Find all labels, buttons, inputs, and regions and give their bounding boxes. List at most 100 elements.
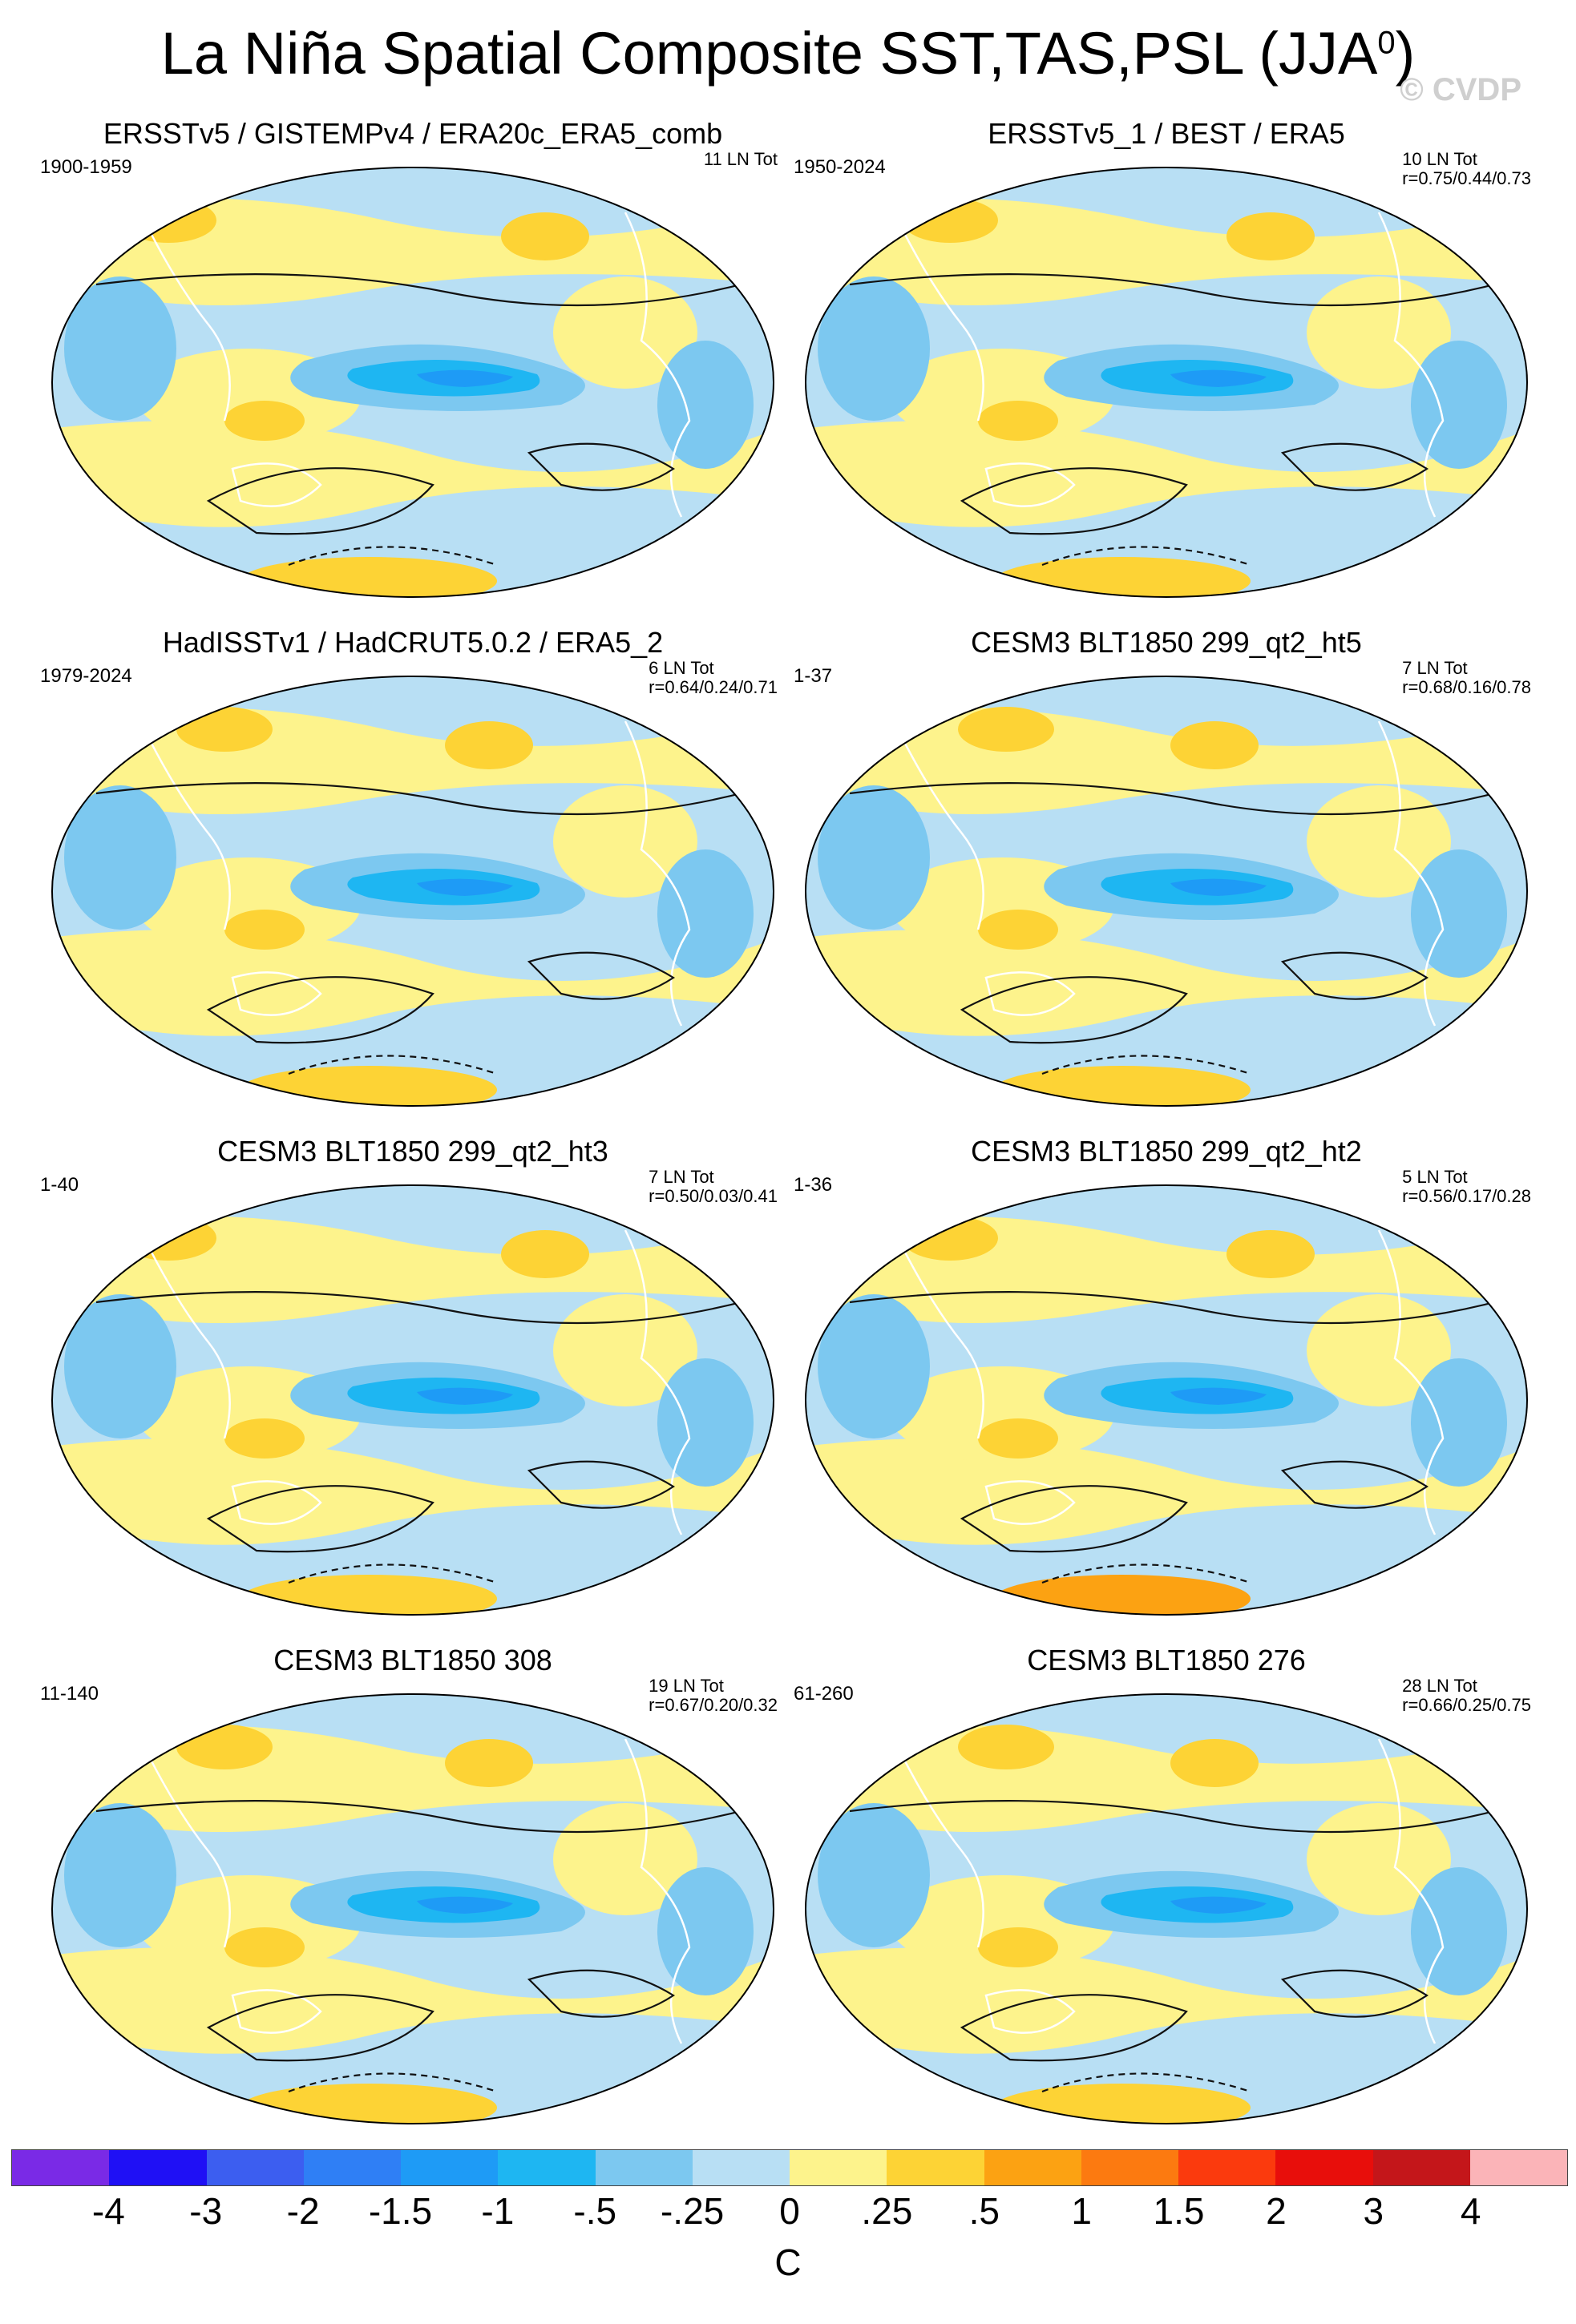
psl-contour <box>1280 1460 1429 1509</box>
panel-years: 1-37 <box>794 665 833 687</box>
panel-count: 7 LN Tot <box>1402 658 1468 678</box>
coastline-asia <box>143 728 231 930</box>
warm-anomaly <box>224 1418 305 1459</box>
warm-anomaly <box>176 707 273 752</box>
warm-anomaly <box>1170 1739 1259 1787</box>
warm-anomaly <box>224 1927 305 1967</box>
cold-patch <box>818 785 930 930</box>
map-panel: CESM3 BLT1850 276 61-260 28 LN Tot r=0.66… <box>794 1643 1539 2132</box>
cold-patch <box>1411 341 1507 469</box>
colorbar-tick-label: .5 <box>968 2190 1000 2232</box>
warm-anomaly <box>1226 1230 1315 1278</box>
psl-contour <box>527 951 676 1000</box>
map-svg <box>51 676 774 1107</box>
panel-stats: 7 LN Tot r=0.68/0.16/0.78 <box>1402 659 1531 697</box>
map-field <box>806 1185 1527 1615</box>
page-title: La Niña Spatial Composite SST,TAS,PSL (J… <box>160 20 1416 87</box>
psl-contour <box>849 273 1524 307</box>
coastline-australia <box>984 971 1076 1016</box>
cold-patch <box>64 785 176 930</box>
colorbar-swatch <box>692 2150 790 2185</box>
map-panel: ERSSTv5_1 / BEST / ERA5 1950-2024 10 LN … <box>794 116 1539 605</box>
panel-years: 1-40 <box>40 1174 79 1196</box>
panel-count: 6 LN Tot <box>649 658 714 678</box>
cold-patch <box>64 1803 176 1947</box>
warm-band <box>806 1438 1527 1545</box>
panel-title: CESM3 BLT1850 276 <box>1027 1644 1306 1676</box>
cold-tongue-peak <box>1170 1387 1267 1405</box>
panel-stats: 7 LN Tot r=0.50/0.03/0.41 <box>649 1168 778 1206</box>
map-svg <box>805 676 1528 1107</box>
colorbar-swatch <box>12 2150 110 2185</box>
map-field <box>52 1694 774 2124</box>
map-border <box>805 676 1528 1107</box>
psl-contour <box>95 782 770 816</box>
colorbar-swatch <box>1081 2150 1178 2185</box>
warm-band <box>52 421 774 527</box>
colorbar-tick-label: 0 <box>779 2190 800 2232</box>
psl-contour-negative <box>288 2072 498 2093</box>
coastline-australia <box>231 1480 322 1525</box>
panel-years: 11-140 <box>40 1683 99 1705</box>
colorbar-swatch <box>887 2150 984 2185</box>
panel-count: 10 LN Tot <box>1402 149 1477 169</box>
warm-anomaly <box>1226 212 1315 260</box>
colorbar-tick-label: -2 <box>286 2190 320 2232</box>
warm-band <box>52 198 774 305</box>
cold-tongue-peak <box>417 1896 513 1914</box>
map-svg <box>51 167 774 598</box>
map-field <box>806 167 1527 597</box>
colorbar-swatch <box>1372 2150 1470 2185</box>
warm-anomaly <box>902 198 998 243</box>
warm-band <box>806 1947 1527 2054</box>
coastline-asia <box>896 1237 984 1439</box>
coastline-australia <box>231 462 322 507</box>
coastline-australia <box>984 1480 1076 1525</box>
colorbar-swatch <box>1178 2150 1276 2185</box>
warm-band <box>806 421 1527 527</box>
warm-anomaly <box>176 1725 273 1769</box>
psl-contour <box>206 976 434 1044</box>
cold-patch <box>64 1294 176 1438</box>
colorbar-swatch <box>984 2150 1081 2185</box>
panel-corr: r=0.64/0.24/0.71 <box>649 677 778 697</box>
map-panel: CESM3 BLT1850 299_qt2_ht3 1-40 7 LN Tot r… <box>40 1134 786 1623</box>
panel-corr: r=0.50/0.03/0.41 <box>649 1186 778 1206</box>
map-border <box>805 1693 1528 2124</box>
panel-stats: 11 LN Tot <box>704 150 778 169</box>
map-panel: CESM3 BLT1850 299_qt2_ht2 1-36 5 LN Tot r… <box>794 1134 1539 1623</box>
warm-anomaly <box>120 1216 216 1261</box>
cold-tongue-peak <box>417 878 513 896</box>
panel-corr: r=0.68/0.16/0.78 <box>1402 677 1531 697</box>
warm-band <box>52 1438 774 1545</box>
warm-anomaly <box>958 707 1054 752</box>
colorbar-swatch <box>595 2150 693 2185</box>
psl-contour <box>849 1291 1524 1325</box>
map-svg <box>805 1184 1528 1616</box>
panel-count: 19 LN Tot <box>649 1676 724 1696</box>
map-svg <box>805 167 1528 598</box>
cold-tongue-peak <box>1170 369 1267 387</box>
map-border <box>51 167 774 598</box>
warm-band <box>806 930 1527 1036</box>
coastline-australia <box>231 971 322 1016</box>
panel-title: ERSSTv5 / GISTEMPv4 / ERA20c_ERA5_comb <box>103 117 723 150</box>
colorbar-tick-label: 3 <box>1363 2190 1384 2232</box>
panel-corr: r=0.67/0.20/0.32 <box>649 1695 778 1715</box>
cold-patch <box>1411 1358 1507 1487</box>
coastline-asia <box>896 1746 984 1948</box>
colorbar-swatch <box>303 2150 401 2185</box>
map-field <box>806 1694 1527 2124</box>
panel-title: CESM3 BLT1850 299_qt2_ht5 <box>971 626 1362 659</box>
panel-count: 11 LN Tot <box>703 149 778 169</box>
psl-contour-negative <box>1041 1563 1251 1584</box>
psl-contour <box>960 976 1188 1044</box>
psl-contour <box>206 1994 434 2062</box>
panel-count: 5 LN Tot <box>1402 1167 1468 1187</box>
psl-contour <box>1280 1969 1429 2018</box>
psl-contour <box>960 467 1188 535</box>
colorbar-swatch <box>498 2150 596 2185</box>
warm-anomaly <box>978 401 1058 441</box>
panel-corr: r=0.66/0.25/0.75 <box>1402 1695 1531 1715</box>
map-field <box>52 676 774 1106</box>
